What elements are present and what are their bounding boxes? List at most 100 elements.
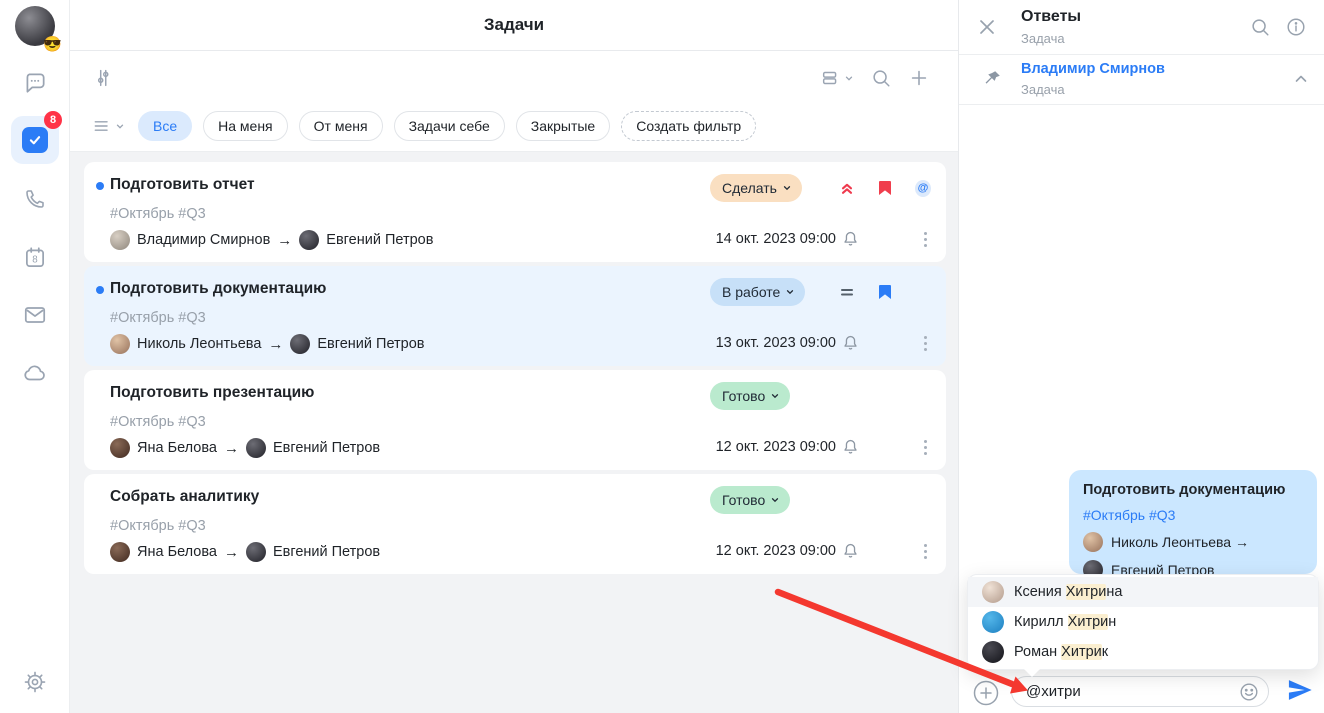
emoji-button[interactable] (1238, 681, 1260, 703)
pin-icon (981, 68, 1003, 90)
calendar-icon: 8 (26, 247, 44, 267)
plus-circle-icon (973, 680, 999, 706)
message-composer (959, 668, 1324, 713)
bubble-task-tags[interactable]: #Октябрь #Q3 (1083, 507, 1176, 523)
view-layout-icon (822, 71, 837, 85)
avatar (982, 611, 1004, 633)
task-tags: #Октябрь #Q3 (110, 414, 206, 430)
task-assignee: Евгений Петров (317, 336, 425, 352)
task-due-date: 12 окт. 2023 09:00 (715, 543, 836, 559)
message-input-wrap (1011, 676, 1269, 707)
filter-chip-to-me[interactable]: На меня (203, 111, 288, 141)
kebab-menu-icon[interactable] (920, 228, 931, 251)
status-dropdown[interactable]: В работе (710, 278, 806, 306)
task-row[interactable]: Подготовить презентацию #Октябрь #Q3 Яна… (84, 370, 946, 470)
kebab-menu-icon[interactable] (920, 436, 931, 459)
bell-icon (842, 438, 859, 456)
status-dropdown[interactable]: Сделать (710, 174, 802, 202)
task-row[interactable]: Подготовить документацию #Октябрь #Q3 Ни… (84, 266, 946, 366)
task-assigner: Яна Белова (137, 440, 217, 456)
task-row[interactable]: Собрать аналитику #Октябрь #Q3 Яна Белов… (84, 474, 946, 574)
search-icon (873, 70, 890, 87)
avatar (982, 641, 1004, 663)
tasks-toolbar: Все На меня От меня Задачи себе Закрытые… (70, 51, 958, 152)
priority-high-icon (839, 180, 855, 196)
status-label: Сделать (722, 180, 777, 196)
bubble-assignee: Евгений Петров (1111, 562, 1215, 574)
arrow-right-icon: → (268, 335, 284, 353)
close-button[interactable] (977, 17, 997, 37)
send-button[interactable] (1285, 676, 1315, 704)
panel-info-button[interactable] (1285, 16, 1307, 38)
filter-chip-row: Все На меня От меня Задачи себе Закрытые… (92, 111, 757, 141)
task-people: Яна Белова → Евгений Петров (110, 438, 380, 458)
tasks-main-area: Задачи (70, 0, 958, 713)
task-assignee: Евгений Петров (272, 440, 381, 456)
task-due-date: 13 окт. 2023 09:00 (715, 335, 836, 351)
avatar (982, 581, 1004, 603)
create-filter-button[interactable]: Создать фильтр (621, 111, 757, 141)
tasks-icon (22, 127, 48, 153)
mention-icon: @ (915, 179, 931, 197)
bubble-assigner: Николь Леонтьева → (1111, 534, 1249, 550)
avatar (110, 438, 130, 458)
kebab-menu-icon[interactable] (920, 540, 931, 563)
pinned-message-row[interactable]: Владимир Смирнов Задача (959, 55, 1324, 105)
task-message-bubble[interactable]: Подготовить документацию #Октябрь #Q3 Ни… (1069, 470, 1317, 574)
filter-chip-from-me[interactable]: От меня (298, 111, 383, 141)
sidebar-item-settings[interactable] (0, 669, 70, 695)
task-tags: #Октябрь #Q3 (110, 310, 206, 326)
status-dropdown[interactable]: Готово (710, 486, 791, 514)
status-dropdown[interactable]: Готово (710, 382, 791, 410)
mail-icon (24, 307, 46, 323)
collapse-button[interactable] (1293, 71, 1309, 87)
sidebar-item-mail[interactable] (0, 303, 70, 327)
sidebar-item-tasks[interactable]: 8 (11, 111, 62, 164)
sidebar-item-calls[interactable] (0, 186, 70, 212)
avatar[interactable]: 😎 (15, 6, 62, 52)
chat-icon (26, 73, 45, 93)
pinned-subtitle: Задача (1021, 82, 1065, 97)
task-due-date: 14 окт. 2023 09:00 (715, 231, 836, 247)
status-label: В работе (722, 284, 781, 300)
search-button[interactable] (870, 67, 892, 89)
sidebar-item-cloud[interactable] (0, 361, 70, 385)
avatar (110, 230, 130, 250)
avatar (245, 438, 266, 458)
sidebar-item-chats[interactable] (0, 70, 70, 96)
message-input[interactable] (1026, 677, 1226, 706)
filter-sliders-icon (97, 69, 109, 87)
sidebar-item-calendar[interactable]: 8 (0, 244, 70, 272)
mention-suggestion[interactable]: Ксения Хитрина (968, 577, 1318, 607)
kebab-menu-icon[interactable] (920, 332, 931, 355)
task-assignee: Евгений Петров (326, 232, 434, 248)
status-label: Готово (722, 388, 766, 404)
panel-search-button[interactable] (1249, 16, 1271, 38)
filter-chip-closed[interactable]: Закрытые (515, 111, 611, 141)
bubble-task-title: Подготовить документацию (1083, 482, 1286, 498)
filter-chip-all[interactable]: Все (138, 111, 193, 141)
avatar (1083, 532, 1103, 552)
view-layout-button[interactable] (820, 67, 854, 89)
mention-name: Ксения Хитрина (1014, 584, 1123, 600)
filter-settings-button[interactable] (92, 67, 114, 89)
avatar-status-emoji: 😎 (43, 36, 62, 53)
attach-button[interactable] (973, 680, 999, 706)
bell-icon (842, 230, 859, 248)
status-label: Готово (722, 492, 766, 508)
bell-icon (842, 542, 859, 560)
bookmark-icon[interactable] (877, 284, 893, 300)
filter-chip-self[interactable]: Задачи себе (393, 111, 505, 141)
mention-suggestions-popup: Ксения Хитрина Кирилл Хитрин Роман Хитри… (967, 574, 1319, 677)
bubble-assigner-row: Николь Леонтьева → (1083, 532, 1303, 552)
settings-gear-icon (24, 671, 46, 693)
list-menu-button[interactable] (92, 116, 125, 136)
bubble-assignee-row: Евгений Петров (1083, 560, 1303, 574)
mention-suggestion[interactable]: Роман Хитрик (968, 637, 1318, 667)
unread-dot (96, 182, 104, 190)
add-task-button[interactable] (908, 67, 930, 89)
task-row[interactable]: Подготовить отчет #Октябрь #Q3 Владимир … (84, 162, 946, 262)
bookmark-icon[interactable] (877, 180, 893, 196)
task-assigner: Николь Леонтьева (137, 336, 262, 352)
mention-suggestion[interactable]: Кирилл Хитрин (968, 607, 1318, 637)
